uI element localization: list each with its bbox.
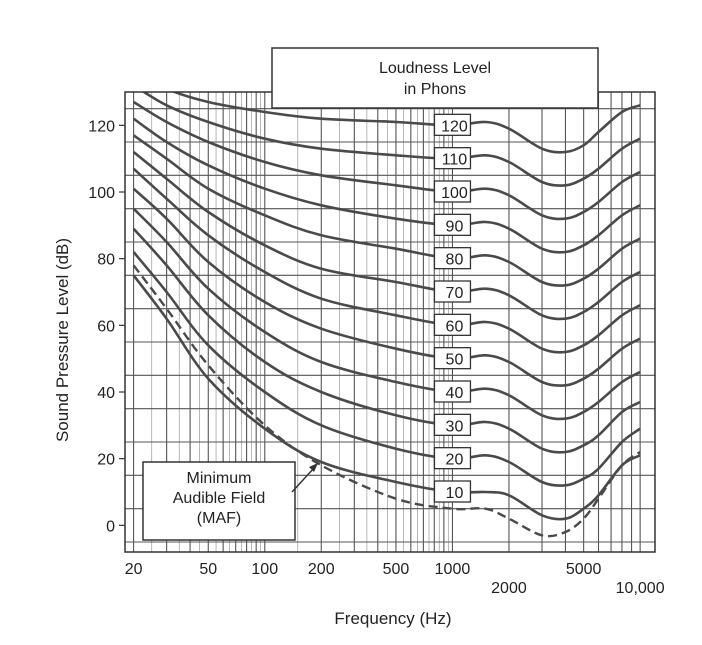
phon-label-box xyxy=(433,113,472,136)
phon-curve-100 xyxy=(132,100,641,221)
y-tick-label: 0 xyxy=(106,518,115,535)
x-tick-label: 50 xyxy=(199,561,217,578)
phon-label-text: 110 xyxy=(442,152,468,169)
phon-curve-70 xyxy=(132,150,641,321)
x-tick-label: 1000 xyxy=(435,561,471,578)
phon-label-box xyxy=(433,247,472,270)
maf-label-line-3: (MAF) xyxy=(197,510,241,527)
maf-label-frame xyxy=(142,461,296,541)
phon-label-80: 80 xyxy=(433,247,472,270)
x-tick-label: 500 xyxy=(383,561,410,578)
phon-label-90: 90 xyxy=(433,213,472,236)
chart-title-line-2: in Phons xyxy=(404,81,466,98)
phon-curve-30 xyxy=(132,227,641,454)
phon-label-text: 10 xyxy=(446,485,464,502)
axes: 0 20 40 60 80 100 120 20 50 100 200 500 1000 2000 5000… xyxy=(88,91,665,597)
phon-label-box xyxy=(433,180,472,203)
phon-labels: 10 20 30 40 50 60 70 80 90 100 110 120 xyxy=(433,113,472,503)
y-tick-label: 100 xyxy=(88,185,115,202)
phon-label-100: 100 xyxy=(433,180,472,203)
series-layer xyxy=(132,92,641,521)
phon-curve-20 xyxy=(132,251,641,487)
phon-label-70: 70 xyxy=(433,280,472,303)
phon-label-20: 20 xyxy=(433,447,472,470)
phon-label-text: 40 xyxy=(446,385,464,402)
phon-curve-90 xyxy=(132,117,641,254)
phon-curve-40 xyxy=(132,207,641,421)
phon-label-box xyxy=(433,480,472,503)
maf-layer xyxy=(132,264,641,538)
phon-curve-60 xyxy=(132,167,641,354)
phon-label-text: 90 xyxy=(446,218,464,235)
maf-label-line-1: Minimum xyxy=(187,470,252,487)
phon-label-box xyxy=(433,147,472,170)
phon-label-box xyxy=(433,447,472,470)
phon-label-text: 30 xyxy=(446,418,464,435)
y-axis-title: Sound Pressure Level (dB) xyxy=(53,238,72,442)
x-tick-label: 5000 xyxy=(566,561,602,578)
phon-label-text: 50 xyxy=(446,352,464,369)
x-axis-title: Frequency (Hz) xyxy=(334,609,451,628)
phon-label-120: 120 xyxy=(433,113,472,136)
phon-label-60: 60 xyxy=(433,313,472,336)
y-tick-label: 120 xyxy=(88,118,115,135)
phon-label-text: 80 xyxy=(446,252,464,269)
y-tick-label: 20 xyxy=(97,452,115,469)
phon-label-box xyxy=(433,380,472,403)
x-tick-label: 10,000 xyxy=(616,580,665,597)
phon-label-text: 20 xyxy=(446,452,464,469)
phon-curve-110 xyxy=(141,92,641,187)
y-tick-label: 40 xyxy=(97,385,115,402)
x-tick-label: 2000 xyxy=(491,580,527,597)
phon-label-30: 30 xyxy=(433,413,472,436)
phon-label-text: 120 xyxy=(441,118,468,135)
phon-label-40: 40 xyxy=(433,380,472,403)
phon-label-10: 10 xyxy=(433,480,472,503)
phon-label-box xyxy=(433,347,472,370)
phon-curve-80 xyxy=(132,134,641,287)
phon-curve-120 xyxy=(171,92,641,154)
phon-label-box xyxy=(433,213,472,236)
phon-label-box xyxy=(433,313,472,336)
x-tick-label: 100 xyxy=(251,561,278,578)
phon-label-text: 60 xyxy=(446,318,464,335)
maf-arrow-head xyxy=(309,463,318,472)
title-box-frame xyxy=(271,47,599,109)
maf-curve xyxy=(132,264,641,538)
phon-label-50: 50 xyxy=(433,347,472,370)
maf-label-line-2: Audible Field xyxy=(173,490,266,507)
maf-arrow-line xyxy=(291,467,315,493)
grid xyxy=(125,92,655,552)
phon-label-text: 100 xyxy=(441,185,468,202)
phon-curve-10 xyxy=(132,274,641,521)
chart-title-line-1: Loudness Level xyxy=(379,60,491,77)
maf-label-box: Minimum Audible Field (MAF) xyxy=(142,461,318,541)
phon-label-110: 110 xyxy=(433,147,472,170)
phon-label-text: 70 xyxy=(446,285,464,302)
phon-curve-50 xyxy=(132,187,641,387)
phon-label-box xyxy=(433,280,472,303)
title-box: Loudness Level in Phons xyxy=(271,47,599,109)
phon-label-box xyxy=(433,413,472,436)
y-tick-label: 60 xyxy=(97,318,115,335)
x-tick-label: 200 xyxy=(308,561,335,578)
y-tick-label: 80 xyxy=(97,252,115,269)
x-tick-label: 20 xyxy=(125,561,143,578)
